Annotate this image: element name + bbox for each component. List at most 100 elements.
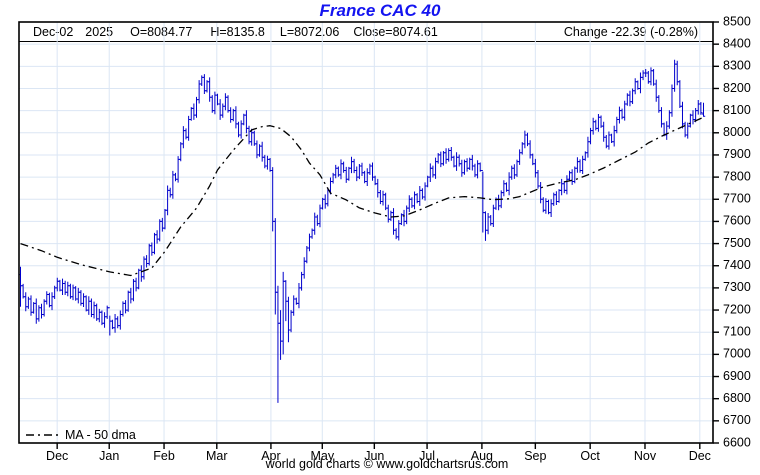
header-date: Dec-02 xyxy=(33,25,74,39)
ohlc-bar xyxy=(486,213,490,235)
y-tick-label: 7800 xyxy=(723,169,751,183)
ohlc-bar xyxy=(292,295,296,316)
ohlc-bar xyxy=(255,140,259,159)
chart-title: France CAC 40 xyxy=(319,1,441,20)
ohlc-bar xyxy=(24,292,28,312)
ohlc-bar xyxy=(418,186,422,206)
ohlc-bar xyxy=(126,290,130,312)
ohlc-bar xyxy=(649,67,653,86)
y-tick-label: 7600 xyxy=(723,214,751,228)
ohlc-header-row: Dec-02 2025 O=8084.77 H=8135.8 L=8072.06… xyxy=(19,23,713,42)
ohlc-bar xyxy=(150,242,154,256)
ohlc-bar xyxy=(349,156,354,174)
ohlc-bar xyxy=(189,107,193,121)
ohlc-bar xyxy=(444,148,448,164)
ohlc-bar xyxy=(334,164,338,179)
ohlc-bar xyxy=(596,114,601,132)
ohlc-bar xyxy=(50,292,54,311)
ohlc-bar xyxy=(244,110,249,134)
x-tick-label: Feb xyxy=(153,449,175,463)
footer-credit: world gold charts © www.goldchartsrus.co… xyxy=(265,457,509,471)
ohlc-bar xyxy=(557,189,561,203)
ohlc-bar xyxy=(176,156,180,183)
ohlc-bar xyxy=(234,106,238,129)
ohlc-bar xyxy=(591,117,595,135)
ohlc-bar xyxy=(305,246,309,264)
ohlc-bar xyxy=(457,154,461,167)
ohlc-bar xyxy=(71,284,75,301)
ohlc-bar xyxy=(420,188,425,200)
ohlc-bar xyxy=(123,300,128,314)
ohlc-bar xyxy=(273,218,278,315)
ohlc-bar xyxy=(102,312,107,328)
ohlc-bar xyxy=(670,84,674,117)
ohlc-bar xyxy=(431,165,435,178)
ohlc-bar xyxy=(528,140,532,159)
ohlc-bar xyxy=(113,314,117,333)
y-tick-label: 6900 xyxy=(723,369,751,383)
ohlc-bar xyxy=(449,147,454,161)
ohlc-bar xyxy=(139,265,144,282)
ohlc-bar xyxy=(612,125,616,147)
y-tick-label: 7000 xyxy=(723,347,751,361)
ohlc-bar xyxy=(276,285,280,403)
x-tick-label: Nov xyxy=(634,449,657,463)
ohlc-bar xyxy=(160,217,165,232)
x-tick-label: May xyxy=(310,449,334,463)
ohlc-bar xyxy=(470,154,475,171)
header-year: 2025 xyxy=(85,25,114,39)
ohlc-bar xyxy=(147,243,151,266)
ohlc-bar xyxy=(168,187,172,198)
ohlc-bar xyxy=(386,204,390,223)
ohlc-bar xyxy=(665,121,669,140)
ohlc-bar xyxy=(286,296,291,343)
ohlc-bar xyxy=(87,296,91,315)
ohlc-bar xyxy=(641,70,645,81)
ohlc-bar xyxy=(81,293,86,307)
y-tick-label: 8300 xyxy=(723,59,751,73)
x-tick-label: Sep xyxy=(524,449,546,463)
y-tick-label: 6800 xyxy=(723,391,751,405)
ohlc-bar xyxy=(218,99,222,120)
ohlc-bar xyxy=(179,142,183,162)
y-tick-label: 7100 xyxy=(723,325,751,339)
ohlc-bar xyxy=(680,101,685,129)
ohlc-bar xyxy=(76,287,80,304)
ohlc-bar xyxy=(94,303,99,321)
ohlc-bar xyxy=(633,78,637,95)
ohlc-bar xyxy=(575,157,580,173)
ohlc-bar xyxy=(84,295,88,312)
ohlc-bar xyxy=(39,303,44,319)
ohlc-bar xyxy=(433,157,438,179)
ohlc-bar xyxy=(137,268,141,290)
ohlc-bar xyxy=(297,283,301,309)
ohlc-bar xyxy=(181,126,186,149)
ohlc-bar xyxy=(341,161,346,173)
ohlc-bar xyxy=(565,175,569,195)
y-tick-label: 6700 xyxy=(723,413,751,427)
ohlc-bar xyxy=(628,90,632,107)
header-open: O=8084.77 xyxy=(130,25,193,39)
ohlc-bar xyxy=(428,163,432,182)
ohlc-bar xyxy=(460,159,464,177)
ohlc-bar xyxy=(347,166,351,181)
ohlc-bar xyxy=(339,159,343,180)
y-tick-label: 7700 xyxy=(723,192,751,206)
ohlc-bar xyxy=(34,298,38,324)
ohlc-bar xyxy=(554,191,559,205)
ohlc-bar xyxy=(302,257,306,279)
ohlc-bar xyxy=(260,141,264,162)
ohlc-bar xyxy=(383,192,388,211)
ohlc-bar xyxy=(515,159,519,177)
ohlc-bar xyxy=(360,162,364,176)
x-tick-label: Jan xyxy=(99,449,119,463)
ohlc-bar xyxy=(281,271,285,355)
ohlc-bar xyxy=(533,158,538,178)
ohlc-bar xyxy=(131,279,136,302)
ma-legend: MA - 50 dma xyxy=(25,427,136,442)
ohlc-bar xyxy=(423,182,427,201)
x-tick-label: Dec xyxy=(689,449,711,463)
ohlc-bar xyxy=(158,219,162,242)
y-tick-label: 8400 xyxy=(723,36,751,50)
